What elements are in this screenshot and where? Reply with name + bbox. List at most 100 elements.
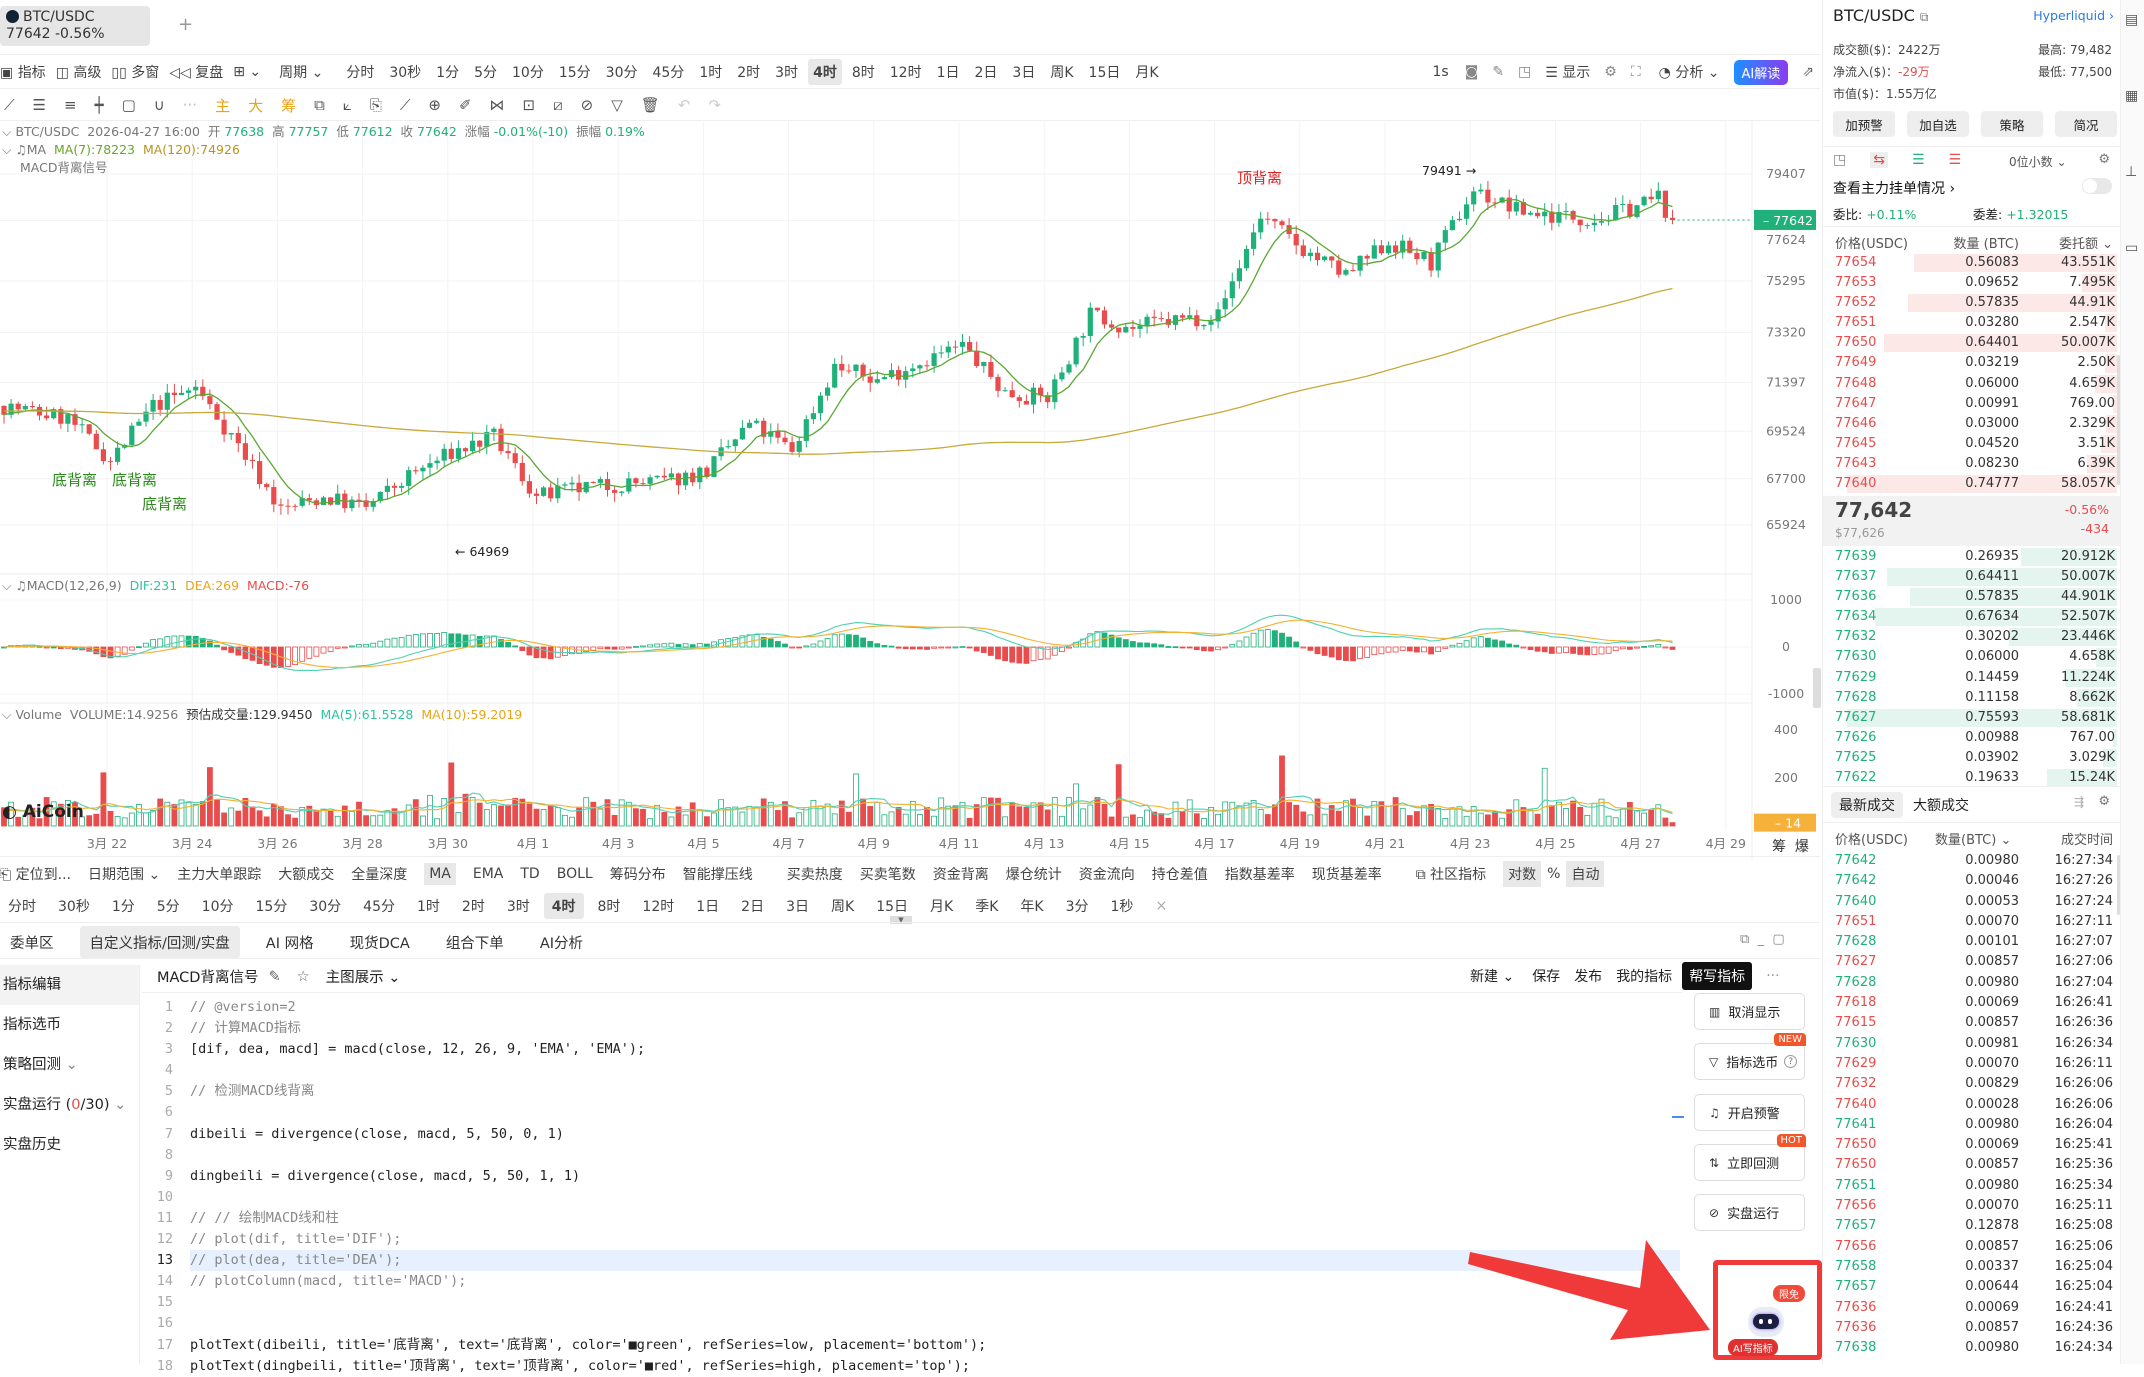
ai-write-indicator-button[interactable]: 限免 AI写指标	[1713, 1260, 1822, 1360]
code-line[interactable]: 2 // 计算MACD指标	[150, 1018, 1680, 1039]
side-button-0[interactable]: ▥ 取消显示	[1694, 993, 1805, 1030]
period2-7[interactable]: 45分	[363, 899, 395, 915]
period2-19[interactable]: 月K	[930, 899, 954, 915]
panel-tab-0[interactable]: 委单区	[10, 936, 54, 952]
more-tools-icon[interactable]: ···	[182, 96, 198, 114]
period2-11[interactable]: 4时	[543, 893, 584, 919]
price-chart[interactable]: 3月 22 3月 24 3月 26 3月 28 3月 30 4月 1 4月 3 4月 5 4月 …	[0, 120, 1822, 860]
tab-latest-trades[interactable]: 最新成交	[1831, 792, 1903, 818]
curve-icon[interactable]: ∪	[153, 96, 165, 114]
analysis-button[interactable]: ◔ 分析 ⌄	[1658, 65, 1720, 81]
indicator-item2-4[interactable]: 资金流向	[1078, 867, 1135, 883]
note-icon[interactable]: ◳	[1518, 64, 1532, 80]
asks-only-icon[interactable]: ☰	[1948, 152, 1962, 168]
bid-row[interactable]: 77626 0.00988 767.00	[1823, 728, 2121, 748]
side-button-2[interactable]: ♫ 开启预警	[1694, 1094, 1805, 1131]
bid-row[interactable]: 77634 0.67634 52.507K	[1823, 607, 2121, 627]
code-line[interactable]: 10	[150, 1187, 1680, 1208]
exchange-link[interactable]: Hyperliquid ›	[2033, 8, 2114, 23]
panel-tab-4[interactable]: 组合下单	[445, 936, 504, 952]
period-7[interactable]: 45分	[652, 65, 685, 81]
indicator-item-4[interactable]: EMA	[472, 866, 504, 882]
indicator-item2-5[interactable]: 持仓差值	[1151, 867, 1208, 883]
display-mode-dropdown[interactable]: 主图展示 ⌄	[325, 970, 401, 986]
period2-18[interactable]: 15日	[876, 899, 909, 915]
pin-icon[interactable]: ⊥	[2125, 164, 2138, 180]
hide-icon[interactable]: ⧄	[553, 96, 563, 114]
indicator-item2-1[interactable]: 买卖笔数	[859, 867, 916, 883]
orderbook-settings-icon[interactable]: ⚙	[2098, 152, 2110, 167]
period-18[interactable]: 15日	[1088, 65, 1121, 81]
code-line[interactable]: 13 // plot(dea, title='DEA');	[150, 1250, 1680, 1272]
trash-icon[interactable]: 🗑	[640, 96, 660, 114]
period-16[interactable]: 3日	[1012, 65, 1036, 81]
bid-row[interactable]: 77628 0.11158 8.662K	[1823, 688, 2121, 708]
ask-row[interactable]: 77651 0.03280 2.547K	[1823, 313, 2121, 333]
period-5[interactable]: 15分	[558, 65, 591, 81]
ai-interpret-button[interactable]: AI解读	[1733, 59, 1789, 85]
code-line[interactable]: 5 // 检测MACD线背离	[150, 1081, 1680, 1102]
period-4[interactable]: 10分	[512, 65, 544, 81]
period2-21[interactable]: 年K	[1020, 899, 1044, 915]
ask-row[interactable]: 77654 0.56083 43.551K	[1823, 253, 2121, 273]
new-dropdown[interactable]: 新建 ⌄	[1470, 969, 1515, 985]
period2-0[interactable]: 分时	[8, 899, 36, 915]
multi-window-button[interactable]: ▯▯ 多窗	[111, 65, 160, 81]
period2-6[interactable]: 30分	[309, 899, 342, 915]
indicator-item2-3[interactable]: 爆仓统计	[1005, 867, 1062, 883]
help-write-button[interactable]: 帮写指标	[1682, 962, 1753, 990]
bid-row[interactable]: 77629 0.14459 11.224K	[1823, 668, 2121, 688]
help-icon[interactable]: ?	[1784, 1055, 1798, 1068]
parallel-lines-icon[interactable]: ☰	[32, 96, 46, 114]
zoom-icon[interactable]: ⊕	[428, 96, 441, 114]
ask-row[interactable]: 77640 0.74777 58.057K	[1823, 474, 2121, 494]
auto-scale-button[interactable]: 自动	[1566, 861, 1605, 887]
ask-row[interactable]: 77645 0.04520 3.51K	[1823, 434, 2121, 454]
bid-row[interactable]: 77637 0.64411 50.007K	[1823, 567, 2121, 587]
bid-row[interactable]: 77627 0.75593 58.681K	[1823, 708, 2121, 728]
undo-icon[interactable]: ↶	[677, 96, 691, 114]
tab-large-trades[interactable]: 大额成交	[1913, 798, 1969, 814]
bid-row[interactable]: 77639 0.26935 20.912K	[1823, 547, 2121, 567]
collapse-icon[interactable]: ⌵	[2, 578, 12, 593]
ruler-icon[interactable]: ⟋	[399, 96, 411, 114]
indicator-item2-6[interactable]: 指数基差率	[1224, 867, 1295, 883]
period2-13[interactable]: 12时	[642, 899, 675, 915]
main-force-icon[interactable]: 主	[215, 96, 231, 115]
settings-icon[interactable]: ⚙	[1604, 64, 1617, 80]
horizontal-lines-icon[interactable]: ≡	[63, 96, 77, 114]
chips-icon[interactable]: 筹	[281, 96, 297, 115]
bookmark-icon[interactable]: ⎘	[369, 96, 382, 114]
display-button[interactable]: ☰ 显示	[1545, 65, 1591, 81]
ask-row[interactable]: 77650 0.64401 50.007K	[1823, 333, 2121, 353]
code-editor[interactable]: 1 // @version=2 2 // 计算MACD指标 3 [dif, dea, ma…	[150, 997, 1680, 1377]
brush-icon[interactable]: ✐	[458, 96, 472, 114]
panel-tab-2[interactable]: AI 网格	[265, 936, 314, 952]
period-dropdown[interactable]: 周期 ⌄	[279, 65, 324, 81]
camera-icon[interactable]: ◙	[1464, 64, 1479, 80]
ask-row[interactable]: 77649 0.03219 2.50K	[1823, 353, 2121, 373]
copy-icon[interactable]: ⧉	[1919, 10, 1929, 24]
period-19[interactable]: 月K	[1135, 65, 1159, 81]
orderbook-scrollbar[interactable]	[2117, 355, 2120, 485]
period2-9[interactable]: 2时	[461, 899, 485, 915]
replay-button[interactable]: ◁◁ 复盘	[169, 65, 224, 81]
link-icon[interactable]: ⊘	[580, 96, 594, 114]
indicator-item-6[interactable]: BOLL	[556, 866, 593, 882]
both-sides-icon[interactable]: ⇆	[1870, 152, 1888, 168]
popout-icon[interactable]: ◳	[1833, 152, 1847, 168]
sidebar-item-indicator-edit[interactable]: 指标编辑	[0, 965, 139, 1005]
period-2[interactable]: 1分	[436, 65, 460, 81]
period2-17[interactable]: 周K	[831, 899, 855, 915]
bid-row[interactable]: 77625 0.03902 3.029K	[1823, 748, 2121, 768]
period-15[interactable]: 2日	[974, 65, 998, 81]
period-1[interactable]: 30秒	[389, 65, 422, 81]
measure-icon[interactable]: ⟀	[342, 96, 352, 114]
share-icon[interactable]: ⇗	[1802, 64, 1814, 80]
period-3[interactable]: 5分	[474, 65, 497, 81]
period-6[interactable]: 30分	[605, 65, 638, 81]
period2-14[interactable]: 1日	[696, 899, 720, 915]
maximize-icon[interactable]: ▢	[1772, 932, 1785, 947]
code-line[interactable]: 7 dibeili = divergence(close, macd, 5, 50…	[150, 1124, 1680, 1145]
code-line[interactable]: 15	[150, 1292, 1680, 1313]
